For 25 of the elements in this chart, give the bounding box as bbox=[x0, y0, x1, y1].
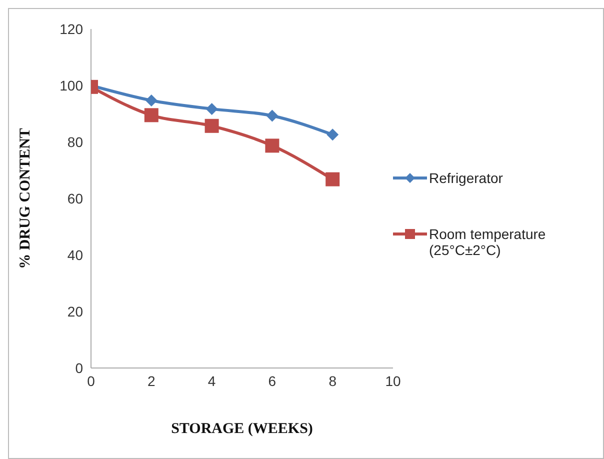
point bbox=[266, 110, 278, 122]
x-tick-label: 2 bbox=[148, 372, 156, 389]
x-tick-label: 6 bbox=[268, 372, 276, 389]
y-tick-label: 80 bbox=[67, 134, 84, 150]
y-tick-label: 120 bbox=[60, 20, 84, 37]
x-axis-title: STORAGE (WEEKS) bbox=[171, 421, 313, 437]
y-tick-label: 100 bbox=[60, 77, 84, 94]
y-tick-label: 20 bbox=[67, 303, 84, 320]
legend-label: Room temperature (25°C±2°C) bbox=[429, 226, 547, 258]
point bbox=[204, 118, 219, 133]
y-tick-label: 0 bbox=[75, 360, 84, 376]
x-tick-label: 8 bbox=[328, 372, 337, 389]
y-tick-label: 60 bbox=[67, 190, 84, 206]
point bbox=[206, 102, 218, 115]
x-tick-label: 10 bbox=[385, 372, 401, 389]
point bbox=[326, 172, 340, 186]
y-tick-label: 40 bbox=[67, 246, 84, 263]
point bbox=[145, 94, 158, 106]
legend-label: Refrigerator bbox=[429, 170, 504, 186]
x-tick-label: 0 bbox=[87, 372, 96, 389]
point bbox=[265, 138, 280, 153]
x-tick-label: 4 bbox=[208, 372, 216, 389]
y-axis-title: % DRUG CONTENT bbox=[17, 128, 34, 269]
point bbox=[326, 128, 339, 141]
point bbox=[144, 108, 158, 122]
